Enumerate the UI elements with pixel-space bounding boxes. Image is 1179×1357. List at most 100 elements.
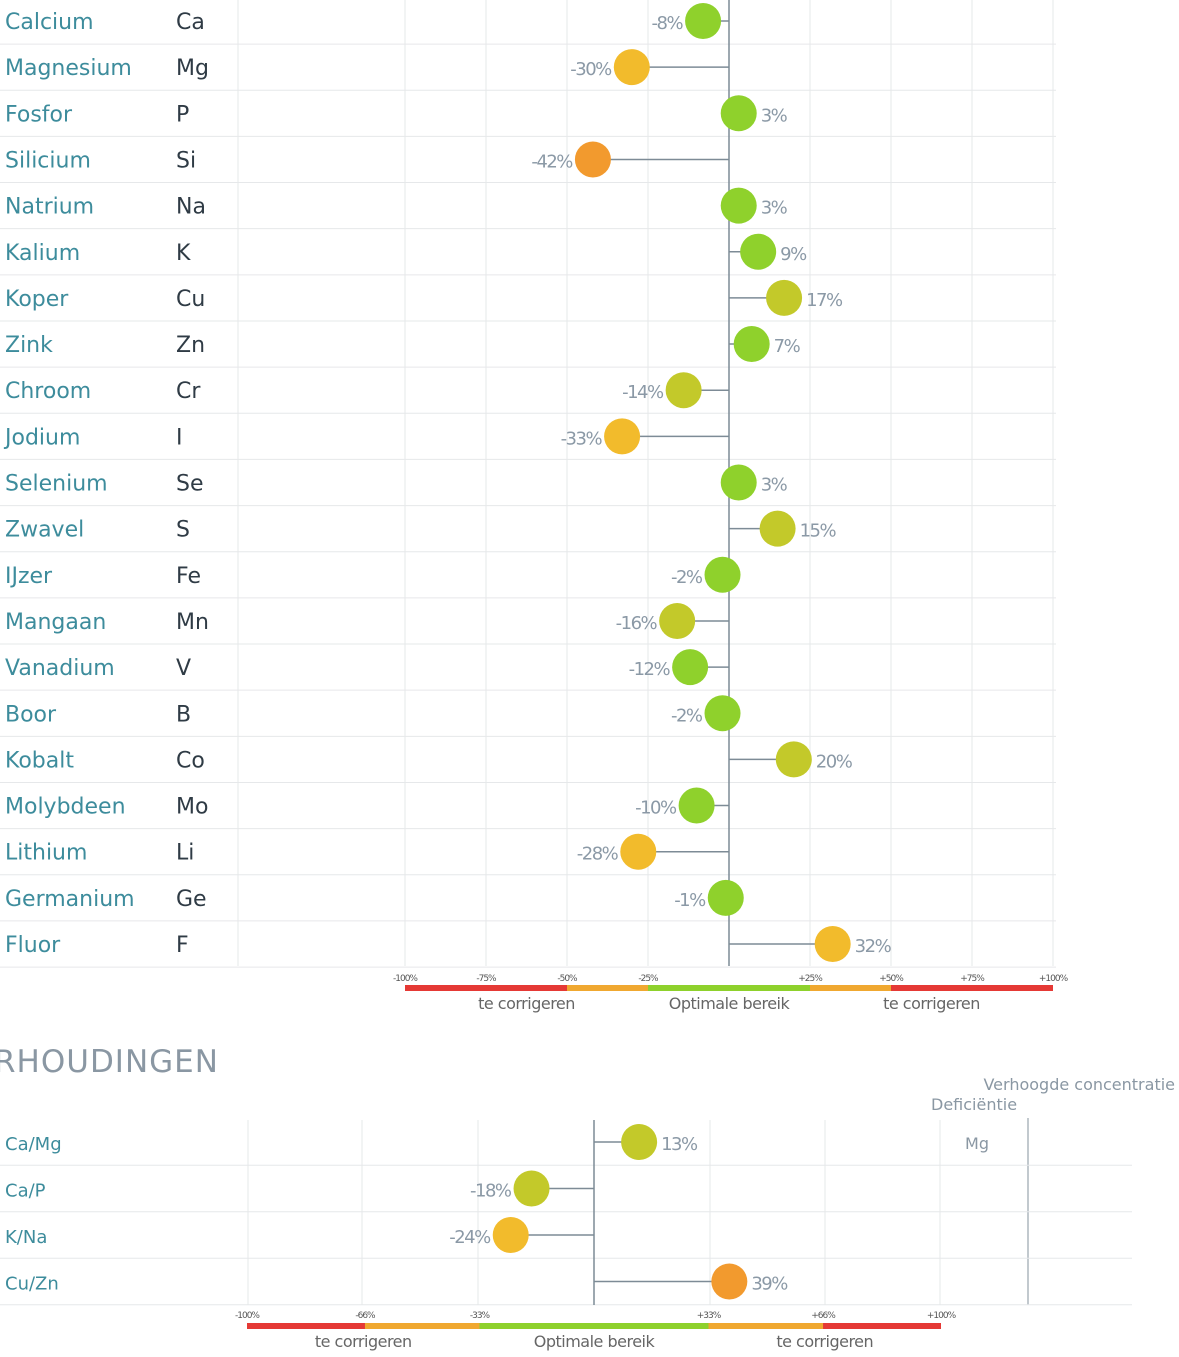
tick-label: +33% bbox=[697, 1311, 722, 1321]
lollipop-dot bbox=[621, 1124, 658, 1160]
section-title: RHOUDINGEN bbox=[0, 1044, 219, 1080]
lollipop-dot bbox=[766, 279, 803, 316]
row-symbol: P bbox=[176, 102, 189, 127]
row-symbol: V bbox=[176, 656, 191, 681]
row-name: Selenium bbox=[5, 472, 108, 497]
row-symbol: Ca bbox=[176, 10, 205, 35]
lollipop-dot bbox=[720, 95, 757, 132]
tick-label: +25% bbox=[798, 974, 823, 984]
value-label: -2% bbox=[671, 705, 703, 726]
tick-label: -75% bbox=[476, 974, 497, 984]
zone-bar bbox=[823, 1323, 941, 1329]
row-name: Chroom bbox=[5, 379, 91, 404]
lollipop-dot bbox=[740, 233, 777, 270]
lollipop-dot bbox=[720, 187, 757, 224]
value-label: 7% bbox=[774, 336, 801, 357]
row-symbol: F bbox=[176, 933, 189, 958]
value-label: 3% bbox=[761, 105, 788, 126]
zone-bar bbox=[567, 985, 648, 991]
value-label: 17% bbox=[806, 290, 843, 311]
lollipop-dot bbox=[672, 649, 709, 686]
row-name: Mangaan bbox=[5, 610, 106, 635]
row-symbol: Mn bbox=[176, 610, 209, 635]
row-name: Germanium bbox=[5, 887, 135, 912]
lollipop-dot bbox=[685, 3, 722, 39]
lollipop-dot bbox=[707, 879, 744, 916]
lollipop-dot bbox=[733, 326, 770, 363]
value-label: -1% bbox=[674, 890, 706, 911]
row-name: Silicium bbox=[5, 148, 91, 173]
row-symbol: Li bbox=[176, 841, 194, 866]
value-label: 39% bbox=[751, 1274, 788, 1295]
zone-label: te corrigeren bbox=[315, 1332, 412, 1351]
tick-label: -100% bbox=[235, 1311, 260, 1321]
tick-label: -66% bbox=[355, 1311, 376, 1321]
row-symbol: I bbox=[176, 425, 183, 450]
value-label: -2% bbox=[671, 567, 703, 588]
row-name: Boor bbox=[5, 702, 57, 727]
value-label: -14% bbox=[622, 382, 664, 403]
row-name: Kobalt bbox=[5, 748, 74, 773]
value-label: -28% bbox=[577, 844, 619, 865]
lollipop-dot bbox=[704, 556, 741, 593]
row-symbol: Cu bbox=[176, 287, 205, 312]
row-name: Natrium bbox=[5, 195, 94, 220]
lollipop-dot bbox=[704, 695, 741, 732]
value-label: 3% bbox=[761, 475, 788, 496]
lollipop-dot bbox=[711, 1263, 748, 1300]
row-symbol: Si bbox=[176, 148, 196, 173]
legend-deficiency: Deficiëntie bbox=[931, 1095, 1017, 1114]
lollipop-dot bbox=[513, 1170, 550, 1207]
row-symbol: Se bbox=[176, 472, 204, 497]
row-symbol: Zn bbox=[176, 333, 205, 358]
lollipop-dot bbox=[613, 49, 650, 86]
lollipop-dot bbox=[814, 926, 851, 962]
row-symbol: Fe bbox=[176, 564, 201, 589]
lollipop-dot bbox=[775, 741, 812, 778]
zone-bar bbox=[405, 985, 567, 991]
zone-bar bbox=[364, 1323, 480, 1329]
row-name: Vanadium bbox=[5, 656, 115, 681]
zone-label: Optimale bereik bbox=[669, 994, 791, 1013]
row-name: Ca/P bbox=[5, 1181, 46, 1202]
row-symbol: Co bbox=[176, 748, 205, 773]
value-label: -42% bbox=[531, 151, 573, 172]
row-symbol: K bbox=[176, 241, 191, 266]
tick-label: +100% bbox=[927, 1311, 957, 1321]
row-symbol: Cr bbox=[176, 379, 201, 404]
row-name: Molybdeen bbox=[5, 795, 126, 820]
zone-label: Optimale bereik bbox=[534, 1332, 656, 1351]
lollipop-dot bbox=[665, 372, 702, 409]
tick-label: -33% bbox=[470, 1311, 491, 1321]
lollipop-dot bbox=[720, 464, 757, 501]
zone-bar bbox=[247, 1323, 365, 1329]
row-symbol: Mg bbox=[176, 56, 209, 81]
row-name: Calcium bbox=[5, 10, 94, 35]
lollipop-dot bbox=[759, 510, 796, 547]
lollipop-dot bbox=[604, 418, 641, 455]
value-label: -18% bbox=[470, 1181, 512, 1202]
tick-label: -100% bbox=[393, 974, 418, 984]
lollipop-dot bbox=[620, 833, 657, 870]
row-symbol: Na bbox=[176, 195, 206, 220]
zone-bar bbox=[708, 1323, 824, 1329]
row-name: Fluor bbox=[5, 933, 61, 958]
row-name: Lithium bbox=[5, 841, 87, 866]
zone-bar bbox=[648, 985, 810, 991]
value-label: 3% bbox=[761, 198, 788, 219]
zone-label: te corrigeren bbox=[776, 1332, 873, 1351]
row-name: Koper bbox=[5, 287, 69, 312]
row-name: Zwavel bbox=[5, 518, 84, 543]
tick-label: +100% bbox=[1039, 974, 1069, 984]
value-label: -10% bbox=[635, 798, 677, 819]
row-name: Kalium bbox=[5, 241, 80, 266]
row-name: K/Na bbox=[5, 1227, 47, 1248]
value-label: -24% bbox=[449, 1227, 491, 1248]
tick-label: +66% bbox=[811, 1311, 836, 1321]
value-label: 15% bbox=[800, 521, 837, 542]
row-name: Zink bbox=[5, 333, 53, 358]
value-label: -8% bbox=[652, 13, 684, 34]
zone-label: te corrigeren bbox=[478, 994, 575, 1013]
legend-column-value: Mg bbox=[965, 1134, 989, 1153]
row-name: Magnesium bbox=[5, 56, 132, 81]
